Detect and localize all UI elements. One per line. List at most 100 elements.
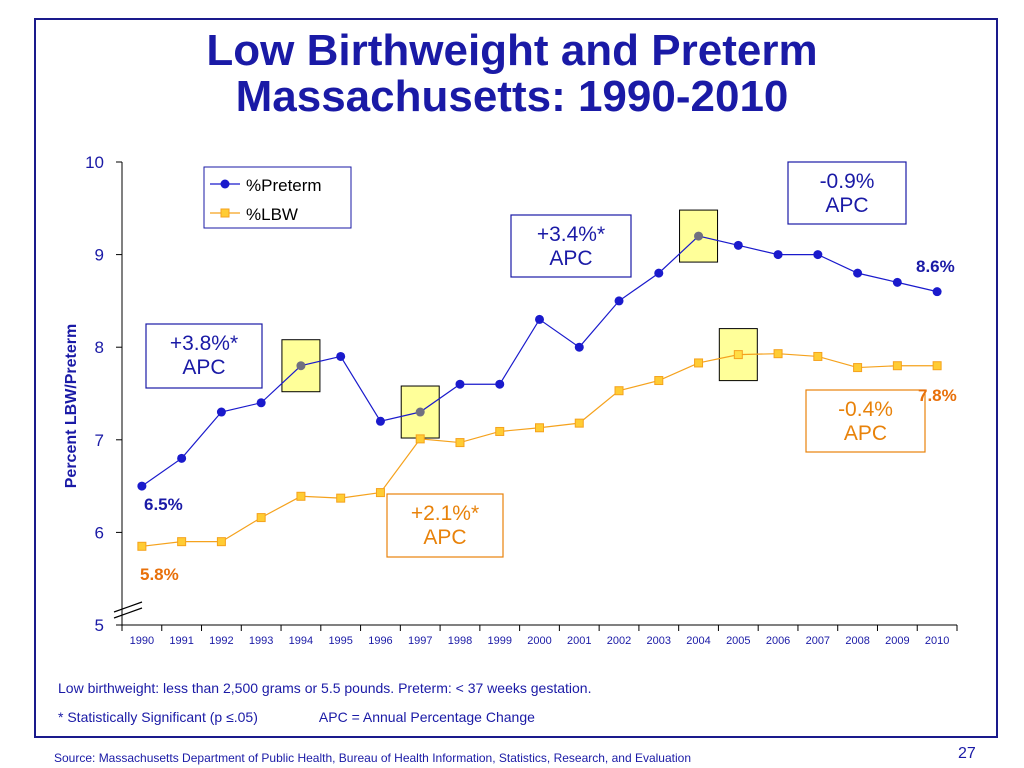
x-tick-label: 2008 <box>845 635 869 647</box>
apc-annotation-label: APC <box>423 526 466 549</box>
data-point-preterm <box>455 379 465 389</box>
apc-annotation-value: -0.9% <box>820 170 875 193</box>
value-label: 5.8% <box>140 565 179 584</box>
footnote-apc-text: APC = Annual Percentage Change <box>318 709 535 725</box>
data-point-preterm <box>336 351 346 361</box>
x-tick-label: 2010 <box>925 635 949 647</box>
data-point-lbw <box>733 350 743 360</box>
x-tick-label: 2000 <box>527 635 551 647</box>
data-point-lbw <box>216 537 226 547</box>
y-tick-label: 5 <box>95 616 104 635</box>
data-point-lbw <box>296 491 306 501</box>
legend-lbw-label: %LBW <box>246 205 298 224</box>
data-point-preterm <box>773 250 783 260</box>
data-point-lbw <box>415 434 425 444</box>
data-point-preterm <box>932 287 942 297</box>
x-tick-label: 1990 <box>130 635 154 647</box>
axis-break-mark <box>113 601 143 613</box>
data-point-preterm <box>495 379 505 389</box>
data-point-lbw <box>375 488 385 498</box>
data-point-preterm <box>415 407 425 417</box>
x-tick-label: 1996 <box>368 635 392 647</box>
slide-frame <box>34 18 998 738</box>
data-point-lbw <box>773 349 783 359</box>
value-label: 7.8% <box>918 386 957 405</box>
data-point-lbw <box>535 423 544 433</box>
apc-annotation-label: APC <box>825 194 868 217</box>
apc-annotation-value: +3.4%* <box>537 223 605 246</box>
data-point-preterm <box>614 296 624 306</box>
y-tick-label: 9 <box>95 246 104 265</box>
x-tick-label: 1997 <box>408 635 432 647</box>
title-line-2: Massachusetts: 1990-2010 <box>235 72 789 121</box>
data-point-preterm <box>256 398 266 408</box>
data-point-preterm <box>535 314 544 324</box>
footnote-significance: * Statistically Significant (p ≤.05) APC… <box>58 709 535 725</box>
data-point-preterm <box>177 453 187 463</box>
data-point-preterm <box>892 277 902 287</box>
x-tick-label: 2004 <box>686 635 710 647</box>
data-point-lbw <box>813 351 823 361</box>
footnote-definitions: Low birthweight: less than 2,500 grams o… <box>58 680 592 696</box>
axis-break-mark <box>113 607 143 619</box>
x-tick-label: 1992 <box>209 635 233 647</box>
data-point-preterm <box>853 268 863 278</box>
x-tick-label: 2001 <box>567 635 591 647</box>
x-tick-label: 2005 <box>726 635 750 647</box>
y-tick-label: 8 <box>95 338 104 357</box>
apc-annotation-box <box>787 161 907 225</box>
data-point-lbw <box>892 361 902 371</box>
data-point-preterm <box>137 481 147 491</box>
data-point-lbw <box>574 418 584 428</box>
footnote-significance-text: * Statistically Significant (p ≤.05) <box>58 709 258 725</box>
x-tick-label: 1993 <box>249 635 273 647</box>
source-note: Source: Massachusetts Department of Publ… <box>54 751 691 765</box>
apc-annotation-box <box>805 389 926 453</box>
apc-annotation-label: APC <box>844 422 887 445</box>
data-point-preterm <box>216 407 226 417</box>
y-tick-label: 6 <box>95 523 104 542</box>
data-point-lbw <box>137 541 147 551</box>
x-tick-label: 2003 <box>647 635 671 647</box>
y-tick-label: 7 <box>95 431 104 450</box>
x-tick-label: 2009 <box>885 635 909 647</box>
apc-annotation-value: +3.8%* <box>170 332 238 355</box>
data-point-lbw <box>256 513 266 523</box>
data-point-lbw <box>177 537 187 547</box>
x-tick-label: 1994 <box>289 635 313 647</box>
value-label: 8.6% <box>916 257 955 276</box>
data-point-preterm <box>574 342 584 352</box>
apc-annotation-label: APC <box>549 247 592 270</box>
data-point-preterm <box>813 250 823 260</box>
x-tick-label: 2002 <box>607 635 631 647</box>
chart-title: Low Birthweight and Preterm Massachusett… <box>0 28 1024 120</box>
legend-preterm-label: %Preterm <box>246 176 322 195</box>
x-tick-label: 1995 <box>328 635 352 647</box>
x-tick-label: 2006 <box>766 635 790 647</box>
y-tick-label: 10 <box>85 153 104 172</box>
data-point-preterm <box>296 361 306 371</box>
data-point-lbw <box>455 438 465 448</box>
data-point-lbw <box>495 426 505 436</box>
apc-annotation-box <box>145 323 263 389</box>
legend-lbw-marker <box>220 208 230 218</box>
apc-annotation-value: +2.1%* <box>411 502 479 525</box>
legend-preterm-marker <box>220 179 230 189</box>
data-point-lbw <box>853 363 863 373</box>
data-point-preterm <box>733 240 743 250</box>
value-label: 6.5% <box>144 495 183 514</box>
x-tick-label: 1991 <box>169 635 193 647</box>
apc-annotation-value: -0.4% <box>838 398 893 421</box>
apc-annotation-label: APC <box>182 356 225 379</box>
data-point-preterm <box>375 416 385 426</box>
data-point-lbw <box>654 376 664 386</box>
x-tick-label: 2007 <box>806 635 830 647</box>
data-point-lbw <box>614 386 624 396</box>
data-point-preterm <box>694 231 704 241</box>
page-number: 27 <box>958 745 976 762</box>
apc-annotation-box <box>386 493 504 558</box>
title-line-1: Low Birthweight and Preterm <box>206 26 818 75</box>
data-point-lbw <box>932 361 942 371</box>
data-point-lbw <box>694 358 704 368</box>
